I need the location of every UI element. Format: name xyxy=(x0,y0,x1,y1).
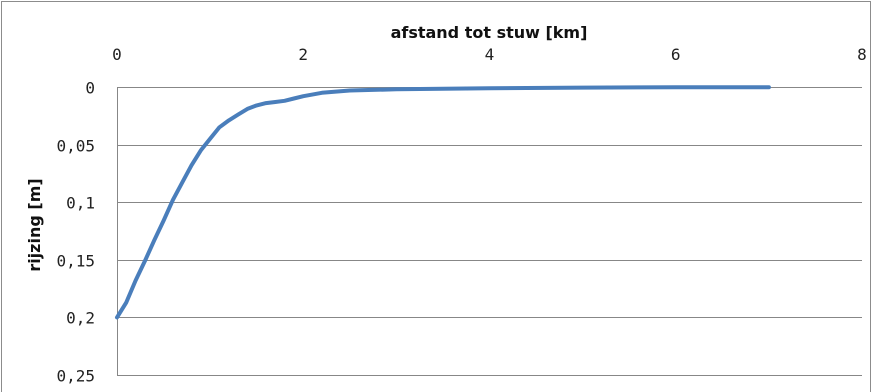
y-tick-label: 0,15 xyxy=(56,252,95,271)
x-tick-label: 8 xyxy=(857,45,867,64)
x-tick-label: 6 xyxy=(671,45,681,64)
x-tick-labels: 0 2 4 6 8 xyxy=(112,45,867,64)
x-tick-label: 4 xyxy=(485,45,495,64)
x-axis-title: afstand tot stuw [km] xyxy=(391,23,588,42)
y-tick-label: 0 xyxy=(85,79,95,98)
y-tick-label: 0,05 xyxy=(56,137,95,156)
y-axis-title: rijzing [m] xyxy=(25,178,44,271)
y-tick-label: 0,2 xyxy=(66,309,95,328)
y-tick-label: 0,25 xyxy=(56,367,95,386)
series-line-0 xyxy=(115,85,771,320)
y-tick-label: 0,1 xyxy=(66,194,95,213)
x-tick-label: 0 xyxy=(112,45,122,64)
y-tick-labels: 0 0,05 0,1 0,15 0,2 0,25 xyxy=(56,79,95,386)
x-tick-label: 2 xyxy=(298,45,308,64)
series-layer xyxy=(115,85,771,320)
